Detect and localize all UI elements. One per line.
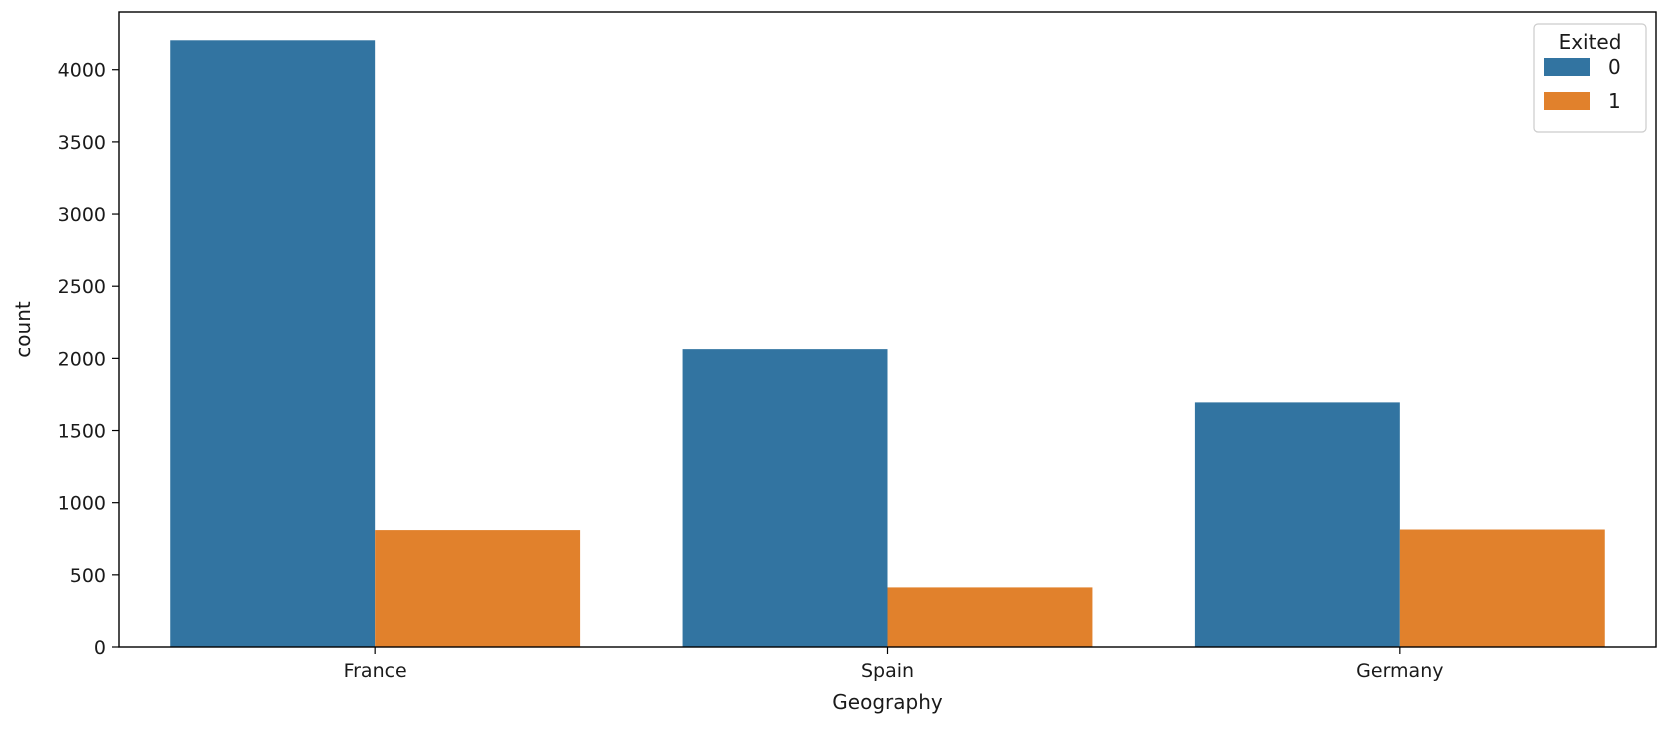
y-axis-ticks: 0 500 1000 1500 2000 2500 3000 3500 4000 bbox=[58, 60, 119, 659]
legend-title: Exited bbox=[1559, 30, 1622, 54]
x-axis-label: Geography bbox=[832, 690, 943, 714]
legend: Exited 01 bbox=[1533, 23, 1647, 133]
x-axis-ticks: France Spain Germany bbox=[344, 647, 1443, 682]
bars-group bbox=[170, 40, 1605, 648]
y-tick-label: 500 bbox=[70, 565, 106, 587]
y-tick-label: 3000 bbox=[58, 204, 106, 226]
legend-swatch-1 bbox=[1544, 92, 1590, 110]
y-tick-label: 0 bbox=[94, 637, 106, 659]
legend-label-1: 1 bbox=[1608, 89, 1621, 113]
legend-swatch-0 bbox=[1544, 58, 1590, 76]
x-tick-label: France bbox=[344, 660, 407, 682]
bar-germany-exited-1 bbox=[1399, 529, 1605, 647]
y-tick-label: 2000 bbox=[58, 348, 106, 370]
legend-label-0: 0 bbox=[1608, 55, 1621, 79]
y-tick-label: 2500 bbox=[58, 276, 106, 298]
bar-france-exited-0 bbox=[170, 40, 376, 648]
bar-france-exited-1 bbox=[375, 530, 581, 647]
bar-germany-exited-0 bbox=[1194, 402, 1400, 647]
x-tick-label: Spain bbox=[861, 660, 914, 682]
bar-spain-exited-0 bbox=[682, 349, 888, 647]
y-tick-label: 1000 bbox=[58, 493, 106, 515]
x-tick-label: Germany bbox=[1356, 660, 1443, 682]
y-tick-label: 1500 bbox=[58, 421, 106, 443]
legend-items: 01 bbox=[1544, 55, 1621, 113]
y-axis-label: count bbox=[11, 301, 35, 358]
y-tick-label: 3500 bbox=[58, 132, 106, 154]
plot-frame bbox=[118, 11, 1657, 648]
y-tick-label: 4000 bbox=[58, 60, 106, 82]
bar-spain-exited-1 bbox=[887, 587, 1093, 647]
